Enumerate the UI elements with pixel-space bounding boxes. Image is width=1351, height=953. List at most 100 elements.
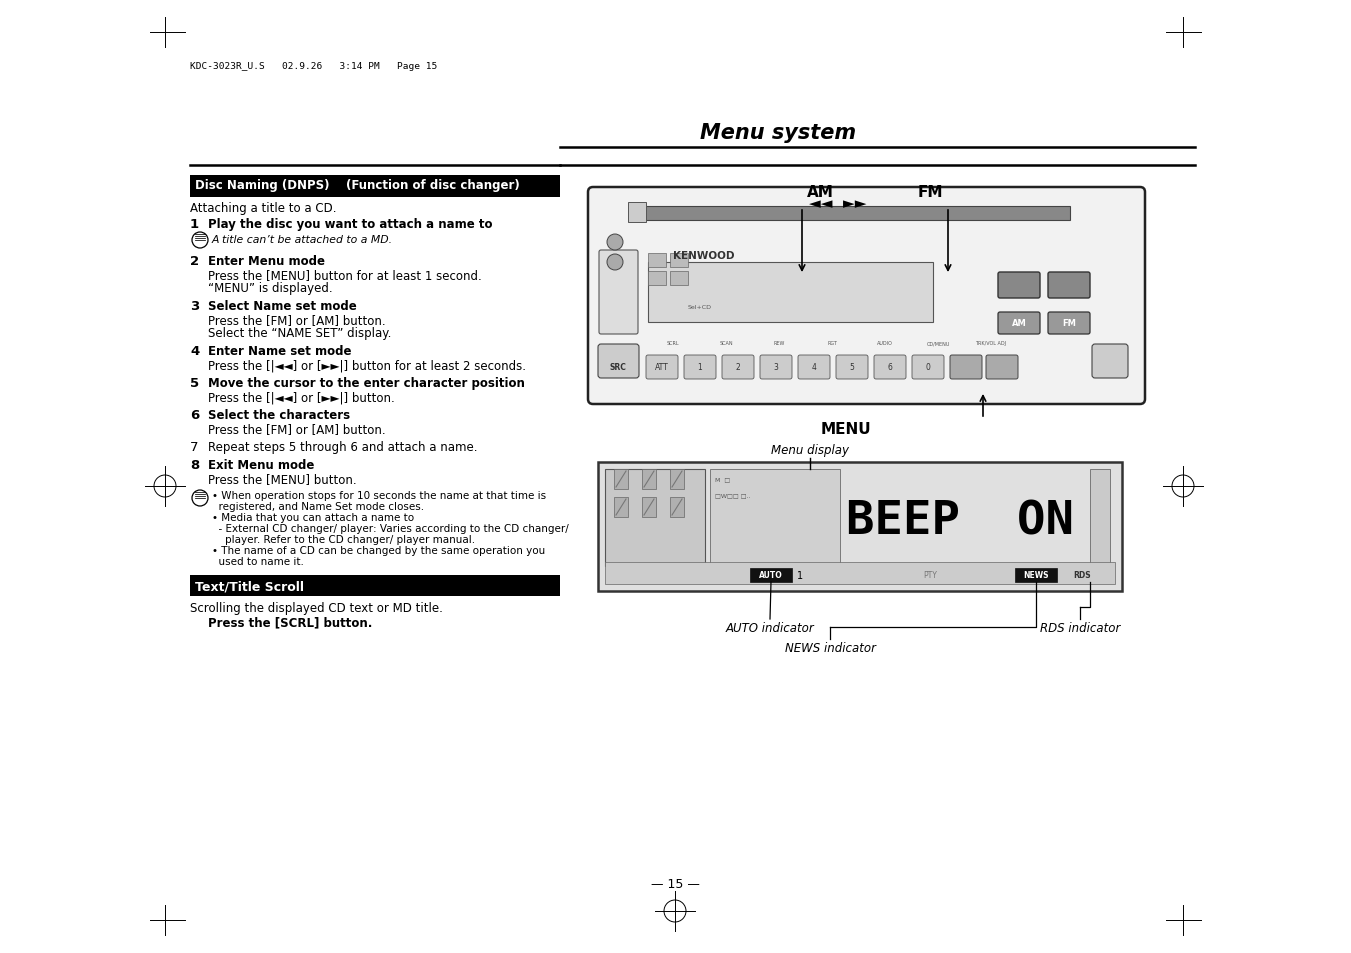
Circle shape [607, 234, 623, 251]
Text: Enter Name set mode: Enter Name set mode [208, 345, 351, 357]
Bar [670, 497, 684, 517]
Text: NEWS: NEWS [1023, 571, 1048, 579]
Text: registered, and Name Set mode closes.: registered, and Name Set mode closes. [212, 501, 424, 512]
Text: Press the [SCRL] button.: Press the [SCRL] button. [208, 616, 373, 628]
Text: 3: 3 [774, 363, 778, 372]
Text: RDS indicator: RDS indicator [1040, 621, 1120, 635]
Text: AM: AM [1012, 319, 1027, 328]
Text: Press the [|◄◄] or [►►|] button.: Press the [|◄◄] or [►►|] button. [208, 391, 394, 403]
Text: 2: 2 [190, 254, 199, 268]
Text: MENU: MENU [820, 421, 871, 436]
Text: CD/MENU: CD/MENU [927, 340, 950, 346]
Text: 7: 7 [190, 440, 199, 454]
Bar [1015, 568, 1056, 582]
FancyBboxPatch shape [912, 355, 944, 379]
Text: Play the disc you want to attach a name to: Play the disc you want to attach a name … [208, 218, 493, 231]
Text: SRC: SRC [609, 363, 627, 372]
Text: □W□□ □..: □W□□ □.. [715, 493, 751, 497]
Bar [190, 175, 561, 198]
FancyBboxPatch shape [646, 355, 678, 379]
Text: player. Refer to the CD changer/ player manual.: player. Refer to the CD changer/ player … [212, 535, 476, 544]
Text: Repeat steps 5 through 6 and attach a name.: Repeat steps 5 through 6 and attach a na… [208, 440, 477, 454]
Text: ◄◄  ►►: ◄◄ ►► [809, 195, 867, 211]
Bar [613, 497, 628, 517]
Bar [634, 207, 1070, 221]
Bar [642, 470, 657, 490]
Circle shape [607, 254, 623, 271]
Text: PTY: PTY [923, 571, 938, 579]
Text: 8: 8 [190, 458, 199, 472]
Text: Press the [FM] or [AM] button.: Press the [FM] or [AM] button. [208, 422, 385, 436]
Text: — 15 —: — 15 — [651, 877, 700, 890]
Text: SCRL: SCRL [666, 340, 680, 346]
FancyBboxPatch shape [598, 251, 638, 335]
Text: AUDIO: AUDIO [877, 340, 893, 346]
Text: AUTO: AUTO [759, 571, 782, 579]
Bar [648, 263, 934, 323]
Text: 6: 6 [190, 409, 199, 421]
Bar [648, 272, 666, 286]
Text: • When operation stops for 10 seconds the name at that time is: • When operation stops for 10 seconds th… [212, 491, 546, 500]
Bar [605, 470, 705, 566]
Text: M  □: M □ [715, 476, 731, 481]
FancyBboxPatch shape [761, 355, 792, 379]
Bar [648, 253, 666, 268]
Text: Select Name set mode: Select Name set mode [208, 299, 357, 313]
FancyBboxPatch shape [798, 355, 830, 379]
FancyBboxPatch shape [874, 355, 907, 379]
FancyBboxPatch shape [836, 355, 867, 379]
Text: BEEP  ON: BEEP ON [846, 499, 1074, 544]
Bar [628, 203, 646, 223]
Bar [648, 237, 848, 257]
Text: • Media that you can attach a name to: • Media that you can attach a name to [212, 513, 415, 522]
Text: AM: AM [807, 185, 834, 200]
FancyBboxPatch shape [998, 273, 1040, 298]
Text: used to name it.: used to name it. [212, 557, 304, 566]
Text: AUTO indicator: AUTO indicator [725, 621, 815, 635]
Bar [670, 272, 688, 286]
Text: Text/Title Scroll: Text/Title Scroll [195, 579, 304, 593]
FancyBboxPatch shape [998, 313, 1040, 335]
Text: A title can’t be attached to a MD.: A title can’t be attached to a MD. [212, 234, 393, 245]
Text: RDS: RDS [1073, 571, 1090, 579]
Text: SCAN: SCAN [719, 340, 732, 346]
Text: 4: 4 [190, 345, 199, 357]
Text: Enter Menu mode: Enter Menu mode [208, 254, 326, 268]
Bar [1090, 470, 1111, 566]
Text: FM: FM [917, 185, 943, 200]
Text: • The name of a CD can be changed by the same operation you: • The name of a CD can be changed by the… [212, 545, 546, 556]
FancyBboxPatch shape [684, 355, 716, 379]
Text: Menu system: Menu system [700, 123, 857, 143]
Text: 4: 4 [812, 363, 816, 372]
Text: Exit Menu mode: Exit Menu mode [208, 458, 315, 472]
Bar [190, 576, 561, 597]
Text: 6: 6 [888, 363, 893, 372]
Text: 2: 2 [736, 363, 740, 372]
Text: ATT: ATT [655, 363, 669, 372]
FancyBboxPatch shape [721, 355, 754, 379]
Text: Sel+CD: Sel+CD [688, 305, 712, 310]
FancyBboxPatch shape [950, 355, 982, 379]
Text: Move the cursor to the enter character position: Move the cursor to the enter character p… [208, 376, 526, 390]
FancyBboxPatch shape [1092, 345, 1128, 378]
Text: Select the characters: Select the characters [208, 409, 350, 421]
FancyBboxPatch shape [1048, 273, 1090, 298]
Text: Scrolling the displayed CD text or MD title.: Scrolling the displayed CD text or MD ti… [190, 601, 443, 615]
Text: NEWS indicator: NEWS indicator [785, 641, 875, 655]
Bar [605, 562, 1115, 584]
FancyBboxPatch shape [598, 462, 1121, 592]
Text: Press the [MENU] button for at least 1 second.: Press the [MENU] button for at least 1 s… [208, 269, 482, 282]
Bar [711, 470, 840, 566]
Text: 1: 1 [797, 571, 802, 580]
Text: RGT: RGT [827, 340, 838, 346]
Bar [613, 470, 628, 490]
FancyBboxPatch shape [588, 188, 1146, 405]
FancyBboxPatch shape [598, 345, 639, 378]
Text: Menu display: Menu display [771, 443, 848, 456]
Text: Press the [FM] or [AM] button.: Press the [FM] or [AM] button. [208, 314, 385, 327]
Text: Select the “NAME SET” display.: Select the “NAME SET” display. [208, 327, 392, 339]
Text: KENWOOD: KENWOOD [673, 251, 735, 261]
Text: Disc Naming (DNPS)    (Function of disc changer): Disc Naming (DNPS) (Function of disc cha… [195, 179, 520, 192]
Bar [642, 497, 657, 517]
Text: Press the [|◄◄] or [►►|] button for at least 2 seconds.: Press the [|◄◄] or [►►|] button for at l… [208, 358, 526, 372]
